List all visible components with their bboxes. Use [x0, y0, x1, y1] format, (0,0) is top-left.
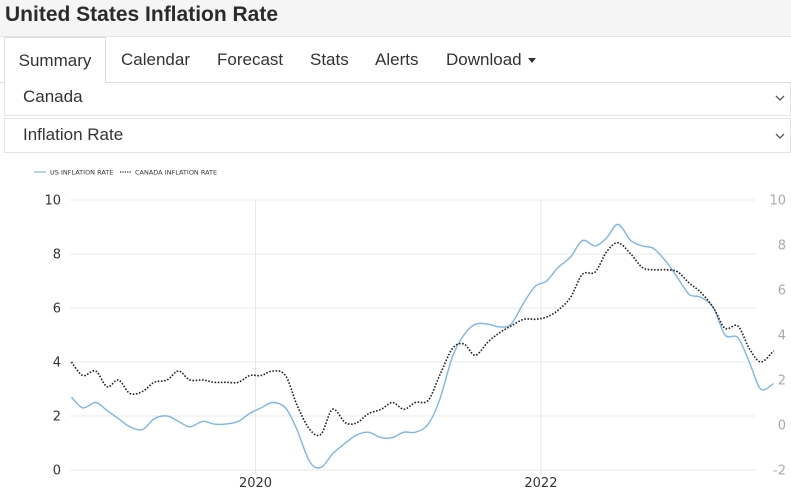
tab-stats[interactable]: Stats [310, 37, 349, 83]
legend-canada-label[interactable]: CANADA INFLATION RATE [135, 169, 217, 177]
y-right-tick-label: 6 [778, 284, 786, 299]
tab-forecast[interactable]: Forecast [217, 37, 283, 83]
legend-us-label[interactable]: US INFLATION RATE [50, 169, 113, 177]
inflation-chart: US INFLATION RATE CANADA INFLATION RATE … [34, 169, 786, 490]
chart-area: US INFLATION RATE CANADA INFLATION RATE … [0, 155, 791, 490]
y-left-tick-label: 4 [53, 356, 61, 371]
y-right-tick-label: 10 [769, 194, 786, 209]
y-left-tick-label: 2 [53, 410, 61, 425]
tab-calendar-label: Calendar [121, 50, 190, 69]
tab-download-label: Download [446, 50, 522, 69]
x-tick-label: 2022 [524, 476, 557, 490]
caret-down-icon [527, 58, 536, 64]
tab-download[interactable]: Download [446, 37, 536, 83]
page-title: United States Inflation Rate [5, 3, 279, 26]
y-left-tick-label: 6 [53, 302, 61, 317]
y-left-tick-label: 8 [53, 248, 61, 263]
tab-summary[interactable]: Summary [4, 37, 106, 84]
canada-inflation-line [70, 241, 775, 437]
y-right-tick-label: 4 [778, 329, 786, 344]
y-left-tick-label: 10 [44, 194, 61, 209]
chart-legend: US INFLATION RATE CANADA INFLATION RATE [34, 169, 217, 177]
us-inflation-line [70, 223, 774, 469]
chevron-down-icon [775, 95, 785, 101]
y-right-tick-label: 0 [778, 419, 786, 434]
tab-bar: Summary Calendar Forecast Stats Alerts D… [0, 37, 791, 84]
x-tick-label: 2020 [239, 476, 272, 490]
axis-layer: 0 2 4 6 8 10 -2 0 2 4 6 8 10 2020 2022 [44, 194, 786, 490]
tab-summary-label: Summary [18, 51, 92, 70]
title-bar: United States Inflation Rate [0, 0, 791, 37]
series-layer [70, 223, 775, 469]
y-right-tick-label: -2 [773, 464, 786, 479]
tab-calendar[interactable]: Calendar [121, 37, 190, 83]
tab-forecast-label: Forecast [217, 50, 284, 69]
country-select[interactable]: Canada [4, 83, 791, 116]
country-select-value: Canada [23, 87, 83, 106]
indicator-select-value: Inflation Rate [23, 125, 124, 144]
y-left-tick-label: 0 [53, 464, 61, 479]
tab-alerts[interactable]: Alerts [375, 37, 418, 83]
grid-layer [70, 199, 755, 475]
y-right-tick-label: 8 [778, 239, 786, 254]
chevron-down-icon [775, 133, 785, 139]
y-right-tick-label: 2 [778, 374, 786, 389]
tab-alerts-label: Alerts [375, 50, 419, 69]
tab-stats-label: Stats [310, 50, 349, 69]
indicator-select[interactable]: Inflation Rate [4, 118, 791, 153]
